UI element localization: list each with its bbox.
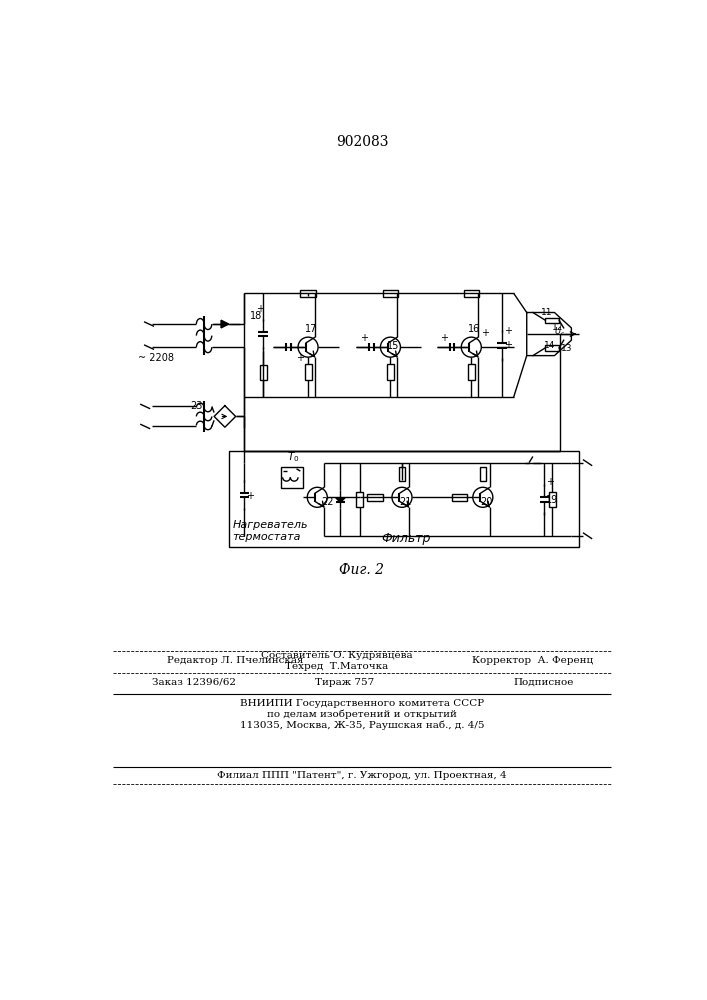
Text: Корректор  А. Ференц: Корректор А. Ференц <box>472 656 593 665</box>
Bar <box>382 290 398 297</box>
Text: $U_c$: $U_c$ <box>554 326 566 338</box>
Text: ~ 2208: ~ 2208 <box>138 353 174 363</box>
Text: 902083: 902083 <box>336 135 388 149</box>
Bar <box>468 364 475 380</box>
Text: +: + <box>440 333 448 343</box>
Bar <box>300 290 316 297</box>
Text: 20: 20 <box>480 497 492 507</box>
Text: Составитель О. Кудрявцева: Составитель О. Кудрявцева <box>261 651 412 660</box>
Text: Редактор Л. Пчелинская: Редактор Л. Пчелинская <box>167 656 303 665</box>
Bar <box>480 467 486 481</box>
Text: ВНИИПИ Государственного комитета СССР: ВНИИПИ Государственного комитета СССР <box>240 699 484 708</box>
Polygon shape <box>221 320 229 328</box>
Bar <box>452 494 467 501</box>
Bar <box>356 492 363 507</box>
Text: +: + <box>256 304 264 314</box>
Text: Фильтр: Фильтр <box>381 532 431 545</box>
Text: 18: 18 <box>250 311 262 321</box>
Text: 14: 14 <box>544 341 556 350</box>
Text: Фиг. 2: Фиг. 2 <box>339 563 385 577</box>
Bar <box>545 345 559 351</box>
Text: Филиал ППП "Патент", г. Ужгород, ул. Проектная, 4: Филиал ППП "Патент", г. Ужгород, ул. Про… <box>217 771 507 780</box>
Text: 12: 12 <box>552 323 563 332</box>
Bar <box>305 364 312 380</box>
Text: +: + <box>546 477 554 487</box>
Bar <box>229 451 579 547</box>
Text: $T_0$: $T_0$ <box>287 450 300 464</box>
Text: 15: 15 <box>387 341 399 351</box>
Text: +: + <box>503 326 512 336</box>
Text: 113035, Москва, Ж-35, Раушская наб., д. 4/5: 113035, Москва, Ж-35, Раушская наб., д. … <box>240 720 484 730</box>
Text: по делам изобретений и открытий: по делам изобретений и открытий <box>267 710 457 719</box>
Text: 22: 22 <box>321 497 334 507</box>
Text: Подписное: Подписное <box>514 678 574 687</box>
Bar <box>281 466 303 488</box>
Text: +: + <box>247 491 255 501</box>
Bar <box>464 290 479 297</box>
Text: 19: 19 <box>546 495 559 505</box>
Bar <box>260 365 267 380</box>
Bar <box>368 494 382 501</box>
Text: 17: 17 <box>305 324 317 334</box>
Text: 13: 13 <box>561 344 572 353</box>
Text: Тираж 757: Тираж 757 <box>315 678 374 687</box>
Text: 21: 21 <box>399 497 411 507</box>
Text: 16: 16 <box>468 324 481 334</box>
Text: Заказ 12396/62: Заказ 12396/62 <box>152 678 235 687</box>
Text: 23: 23 <box>190 401 203 411</box>
Bar <box>387 364 394 380</box>
Text: +: + <box>503 340 512 350</box>
Text: Техред  Т.Маточка: Техред Т.Маточка <box>285 662 388 671</box>
Bar <box>399 467 405 481</box>
Bar <box>545 318 559 323</box>
Text: 11: 11 <box>541 308 552 317</box>
Text: Нагреватель
термостата: Нагреватель термостата <box>233 520 308 542</box>
Text: +: + <box>360 333 368 343</box>
Text: +: + <box>296 353 305 363</box>
Bar <box>549 492 556 507</box>
Text: +: + <box>481 328 489 338</box>
Polygon shape <box>336 498 345 502</box>
